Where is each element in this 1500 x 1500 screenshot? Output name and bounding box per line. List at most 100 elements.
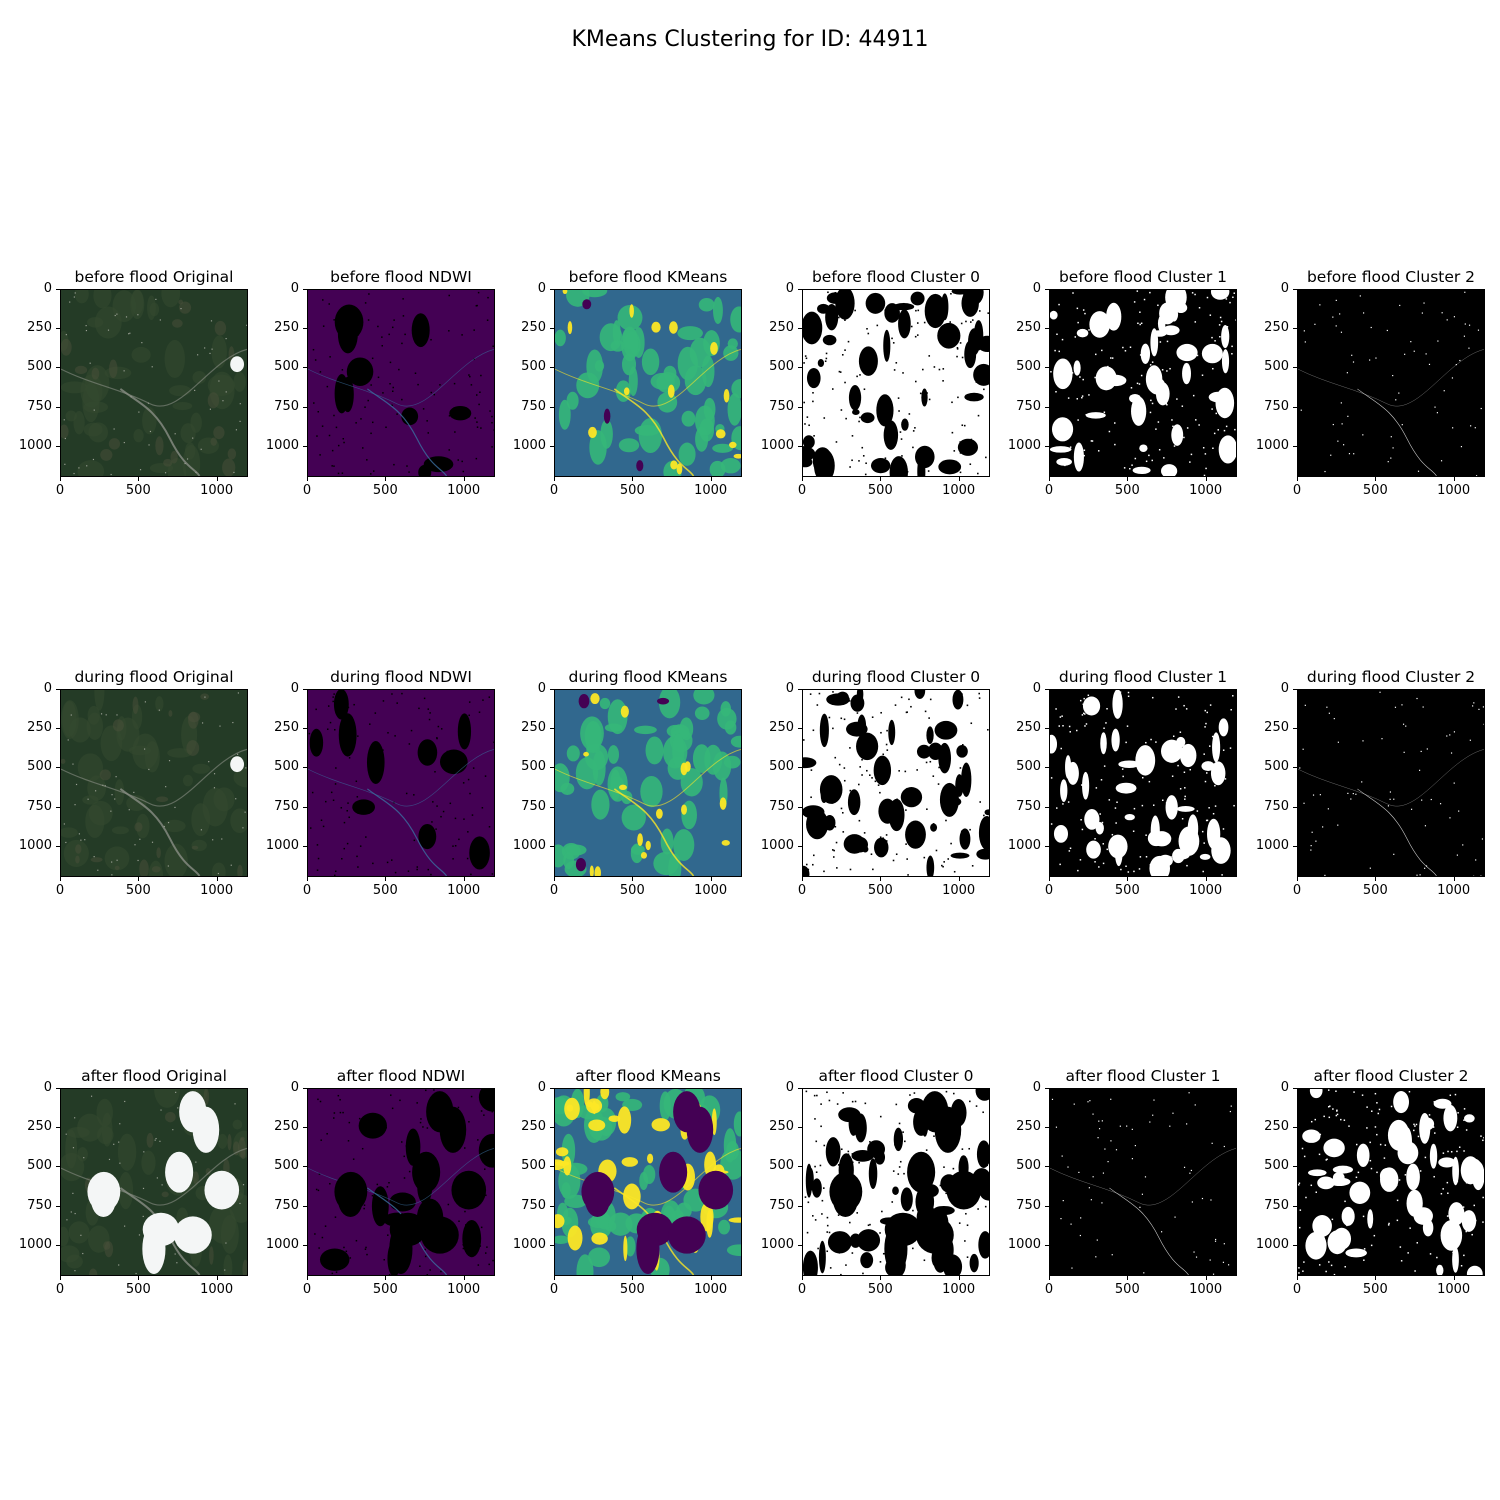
x-tick-mark xyxy=(216,477,218,481)
x-tick-label: 1000 xyxy=(200,1282,234,1297)
x-tick-label: 0 xyxy=(302,483,312,498)
x-tick-mark xyxy=(880,477,882,481)
raster-image xyxy=(554,1088,742,1276)
y-tick-label: 0 xyxy=(1280,1080,1289,1095)
raster-svg xyxy=(803,1089,989,1275)
y-tick-label: 500 xyxy=(1016,759,1041,775)
x-tick-label: 500 xyxy=(1114,483,1140,498)
y-tick-mark xyxy=(550,689,554,690)
subplot-title: before flood KMeans xyxy=(568,268,728,286)
x-tick-mark xyxy=(1453,877,1455,881)
x-tick-mark xyxy=(307,877,308,881)
y-tick-mark xyxy=(1045,689,1049,690)
y-tick-label: 1000 xyxy=(18,437,52,453)
raster-svg xyxy=(803,290,989,476)
y-tick-label: 1000 xyxy=(265,437,299,453)
x-tick-label: 1000 xyxy=(447,883,481,898)
raster-image xyxy=(1049,689,1237,877)
y-tick-mark xyxy=(1293,1244,1297,1246)
subplot-title: during flood NDWI xyxy=(330,668,472,686)
subplot-title: during flood KMeans xyxy=(568,668,728,686)
raster-svg xyxy=(1298,690,1484,876)
y-tick-label: 750 xyxy=(1016,1197,1041,1213)
y-tick-label: 750 xyxy=(769,1197,794,1213)
raster-svg xyxy=(61,1089,247,1275)
y-tick-label: 1000 xyxy=(265,837,299,853)
y-tick-mark xyxy=(303,767,307,769)
x-tick-mark xyxy=(802,477,803,481)
subplot-title: during flood Cluster 1 xyxy=(1058,668,1228,686)
x-tick-label: 500 xyxy=(619,883,645,898)
y-tick-mark xyxy=(798,367,802,369)
x-tick-mark xyxy=(554,877,555,881)
y-tick-label: 500 xyxy=(769,1158,794,1174)
raster-image xyxy=(60,689,248,877)
y-tick-mark xyxy=(303,328,307,330)
x-tick-label: 500 xyxy=(1362,883,1388,898)
y-tick-mark xyxy=(1045,289,1049,290)
y-tick-label: 0 xyxy=(290,681,299,696)
y-tick-mark xyxy=(1045,445,1049,447)
x-tick-mark xyxy=(554,477,555,481)
x-tick-mark xyxy=(307,1276,308,1280)
subplot-title: before flood NDWI xyxy=(330,268,472,286)
y-tick-label: 250 xyxy=(1016,320,1041,336)
y-tick-mark xyxy=(56,1205,60,1207)
raster-svg xyxy=(308,290,494,476)
x-tick-mark xyxy=(1375,477,1377,481)
y-tick-mark xyxy=(56,328,60,330)
y-tick-label: 0 xyxy=(1032,681,1041,696)
y-tick-mark xyxy=(56,845,60,847)
y-tick-label: 1000 xyxy=(18,837,52,853)
x-tick-label: 0 xyxy=(1044,483,1054,498)
x-tick-label: 1000 xyxy=(1189,1282,1223,1297)
raster-image xyxy=(307,689,495,877)
x-tick-mark xyxy=(802,877,803,881)
y-tick-mark xyxy=(550,328,554,330)
y-tick-label: 250 xyxy=(27,320,52,336)
y-tick-label: 750 xyxy=(27,798,52,814)
x-tick-mark xyxy=(1375,877,1377,881)
x-tick-label: 1000 xyxy=(1437,483,1471,498)
x-tick-label: 500 xyxy=(619,483,645,498)
x-tick-mark xyxy=(60,477,61,481)
y-tick-mark xyxy=(1045,1166,1049,1168)
y-tick-mark xyxy=(550,728,554,730)
y-tick-mark xyxy=(56,445,60,447)
x-tick-label: 0 xyxy=(55,1282,65,1297)
raster-image xyxy=(307,289,495,477)
y-tick-mark xyxy=(798,728,802,730)
x-tick-label: 500 xyxy=(372,883,398,898)
y-tick-mark xyxy=(798,1127,802,1129)
y-tick-label: 750 xyxy=(1264,1197,1289,1213)
y-tick-label: 250 xyxy=(521,1119,546,1135)
y-tick-mark xyxy=(550,367,554,369)
x-tick-mark xyxy=(1375,1276,1377,1280)
y-tick-label: 500 xyxy=(1264,759,1289,775)
y-tick-label: 500 xyxy=(27,759,52,775)
x-tick-mark xyxy=(1205,877,1207,881)
y-tick-label: 1000 xyxy=(1255,1236,1289,1252)
y-tick-label: 500 xyxy=(274,1158,299,1174)
y-tick-label: 250 xyxy=(274,720,299,736)
x-tick-mark xyxy=(1205,1276,1207,1280)
figure-title: KMeans Clustering for ID: 44911 xyxy=(571,27,929,52)
y-tick-mark xyxy=(798,1088,802,1089)
y-tick-mark xyxy=(1045,1244,1049,1246)
y-tick-mark xyxy=(56,806,60,808)
y-tick-label: 500 xyxy=(27,1158,52,1174)
y-tick-mark xyxy=(56,1244,60,1246)
x-tick-label: 1000 xyxy=(694,483,728,498)
raster-image xyxy=(1049,1088,1237,1276)
y-tick-mark xyxy=(1293,767,1297,769)
y-tick-mark xyxy=(550,1244,554,1246)
y-tick-mark xyxy=(798,406,802,408)
x-tick-mark xyxy=(1049,1276,1050,1280)
x-tick-label: 0 xyxy=(1044,883,1054,898)
raster-svg xyxy=(555,290,741,476)
y-tick-label: 500 xyxy=(1016,1158,1041,1174)
raster-svg xyxy=(308,1089,494,1275)
x-tick-label: 0 xyxy=(302,883,312,898)
y-tick-label: 250 xyxy=(1016,1119,1041,1135)
y-tick-mark xyxy=(1293,1127,1297,1129)
